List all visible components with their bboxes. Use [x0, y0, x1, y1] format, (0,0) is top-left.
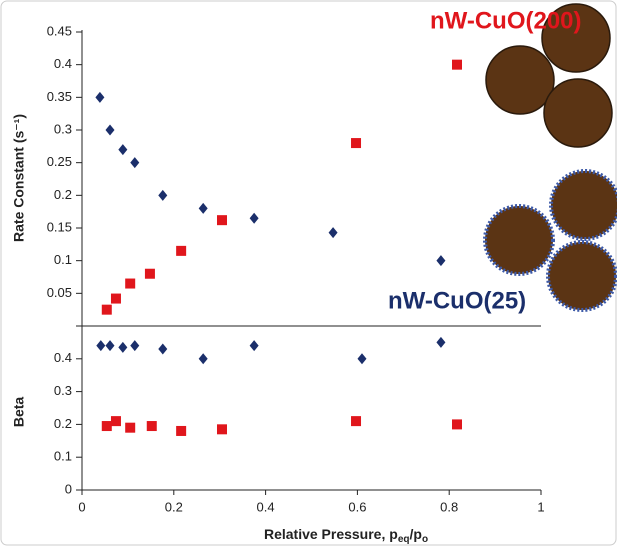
- x-axis-label-part: o: [422, 534, 428, 545]
- point: [130, 340, 140, 352]
- y-tick-label: 0.4: [54, 350, 72, 365]
- point: [158, 189, 168, 201]
- point: [249, 212, 259, 224]
- x-tick-label: 1: [537, 499, 544, 514]
- point: [110, 293, 121, 304]
- point: [436, 336, 446, 348]
- annotation: nW-CuO(200): [430, 7, 582, 34]
- point: [328, 227, 338, 239]
- point: [130, 157, 140, 169]
- y-tick-label: 0.05: [47, 285, 72, 300]
- x-tick-label: 0.4: [257, 499, 275, 514]
- point: [351, 416, 362, 427]
- y-tick-label: 0.3: [54, 121, 72, 136]
- point: [216, 215, 227, 226]
- x-axis-label-part: eq: [398, 534, 410, 545]
- point: [125, 278, 136, 289]
- y-tick-label: 0.1: [54, 449, 72, 464]
- illustration: [483, 3, 617, 312]
- point: [452, 419, 463, 430]
- point: [144, 268, 155, 279]
- y-axis-label: Beta: [11, 397, 27, 428]
- y-tick-label: 0: [65, 481, 72, 496]
- y-tick-label: 0.35: [47, 89, 72, 104]
- point: [96, 340, 106, 352]
- annotation: nW-CuO(25): [388, 287, 526, 314]
- point: [452, 59, 463, 70]
- point: [249, 340, 259, 352]
- point: [101, 421, 112, 432]
- x-tick-label: 0.8: [440, 499, 458, 514]
- point: [110, 416, 121, 427]
- point: [176, 425, 187, 436]
- y-tick-label: 0.2: [54, 187, 72, 202]
- point: [158, 343, 168, 355]
- point: [351, 138, 362, 149]
- x-axis-label-part: Relative Pressure, p: [264, 526, 398, 542]
- point: [105, 124, 115, 136]
- point: [176, 245, 187, 256]
- y-tick-label: 0.1: [54, 252, 72, 267]
- point: [105, 340, 115, 352]
- y-tick-label: 0.3: [54, 383, 72, 398]
- point: [357, 353, 367, 365]
- point: [216, 424, 227, 435]
- point: [101, 304, 112, 315]
- y-tick-label: 0.4: [54, 56, 72, 71]
- x-tick-label: 0.2: [165, 499, 183, 514]
- point: [146, 421, 157, 432]
- x-axis-label-part: /p: [409, 526, 421, 542]
- point: [436, 255, 446, 267]
- x-tick-label: 0.6: [348, 499, 366, 514]
- point: [125, 422, 136, 433]
- x-axis-label: Relative Pressure, peq/po: [264, 526, 428, 545]
- y-tick-label: 0.25: [47, 154, 72, 169]
- y-tick-label: 0.45: [47, 23, 72, 38]
- x-tick-label: 0: [78, 499, 85, 514]
- point: [198, 202, 208, 214]
- point: [118, 341, 128, 353]
- point: [95, 91, 105, 103]
- y-tick-label: 0.2: [54, 416, 72, 431]
- y-axis-label: Rate Constant (s⁻¹): [11, 114, 27, 242]
- point: [118, 144, 128, 156]
- y-tick-label: 0.15: [47, 219, 72, 234]
- point: [198, 353, 208, 365]
